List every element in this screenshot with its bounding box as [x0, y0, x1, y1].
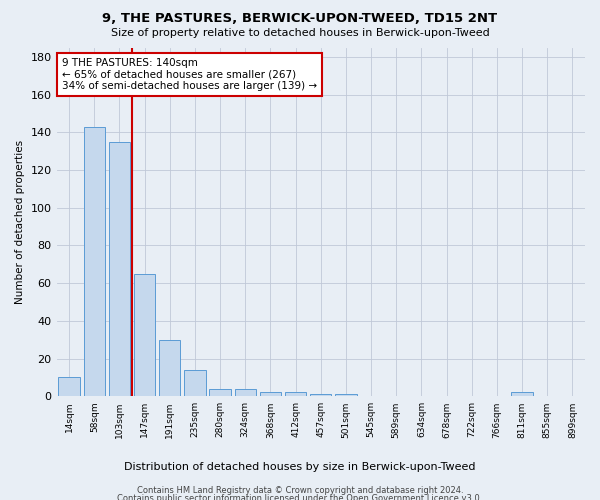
- Bar: [184, 370, 206, 396]
- Bar: [109, 142, 130, 397]
- Bar: [511, 392, 533, 396]
- Bar: [58, 378, 80, 396]
- Bar: [235, 388, 256, 396]
- Text: 9, THE PASTURES, BERWICK-UPON-TWEED, TD15 2NT: 9, THE PASTURES, BERWICK-UPON-TWEED, TD1…: [103, 12, 497, 26]
- Bar: [134, 274, 155, 396]
- Text: Contains public sector information licensed under the Open Government Licence v3: Contains public sector information licen…: [118, 494, 482, 500]
- Text: 9 THE PASTURES: 140sqm
← 65% of detached houses are smaller (267)
34% of semi-de: 9 THE PASTURES: 140sqm ← 65% of detached…: [62, 58, 317, 91]
- Bar: [335, 394, 356, 396]
- Text: Contains HM Land Registry data © Crown copyright and database right 2024.: Contains HM Land Registry data © Crown c…: [137, 486, 463, 495]
- Bar: [260, 392, 281, 396]
- Bar: [285, 392, 307, 396]
- Bar: [209, 388, 231, 396]
- Bar: [159, 340, 181, 396]
- Bar: [310, 394, 331, 396]
- Text: Size of property relative to detached houses in Berwick-upon-Tweed: Size of property relative to detached ho…: [110, 28, 490, 38]
- Bar: [83, 126, 105, 396]
- Text: Distribution of detached houses by size in Berwick-upon-Tweed: Distribution of detached houses by size …: [124, 462, 476, 472]
- Y-axis label: Number of detached properties: Number of detached properties: [15, 140, 25, 304]
